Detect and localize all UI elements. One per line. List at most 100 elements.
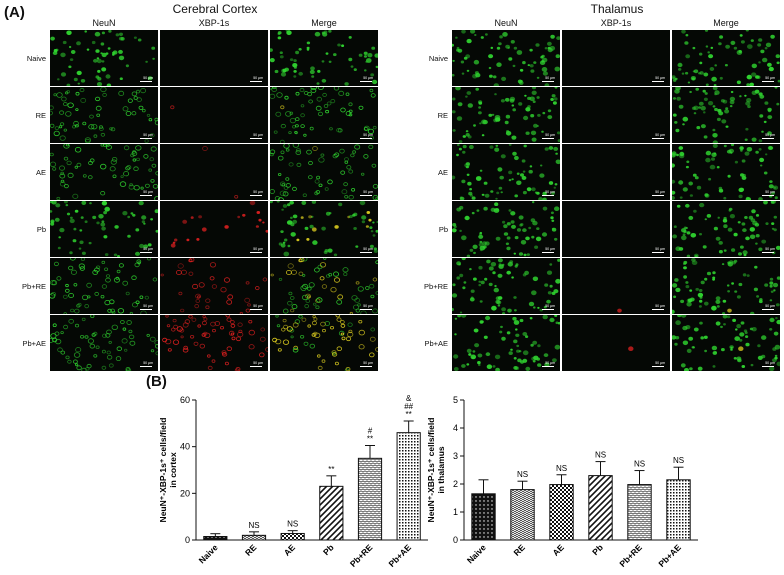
scale-bar-label: 50 μm [143, 190, 153, 194]
scale-bar-label: 50 μm [545, 247, 555, 251]
micrograph-thalamus-pb-neun: 50 μm [452, 201, 560, 257]
scale-bar-label: 50 μm [655, 133, 665, 137]
micrograph-cortex-naive-merge: 50 μm [270, 30, 378, 86]
x-tick-label: AE [550, 542, 566, 558]
x-tick-label: AE [282, 542, 298, 558]
row-label-pb: Pb [438, 225, 448, 234]
micrograph-cortex-re-neun: 50 μm [50, 87, 158, 143]
bar-re [510, 489, 535, 541]
scale-bar-label: 50 μm [765, 76, 775, 80]
scale-bar-label: 50 μm [363, 133, 373, 137]
scale-bar-label: 50 μm [765, 304, 775, 308]
column-header-neun: NeuN [494, 18, 518, 28]
scale-bar-label: 50 μm [253, 361, 263, 365]
micrograph-thalamus-naive-merge: 50 μm [672, 30, 780, 86]
row-label-pb: Pb [36, 225, 46, 234]
scale-bar-label: 50 μm [765, 361, 775, 365]
scale-bar-label: 50 μm [253, 190, 263, 194]
significance-label: ## [404, 402, 413, 411]
scale-bar-label: 50 μm [655, 190, 665, 194]
scale-bar-label: 50 μm [545, 304, 555, 308]
y-tick-label: 60 [180, 395, 190, 405]
region-title-thalamus: Thalamus [590, 2, 644, 16]
row-label-pb-ae: Pb+AE [424, 339, 448, 348]
scale-bar [250, 195, 262, 196]
micrograph-thalamus-pb-xbp-1s: 50 μm [562, 201, 670, 257]
scale-bar-label: 50 μm [253, 133, 263, 137]
micrograph-thalamus-naive-neun: 50 μm [452, 30, 560, 86]
micrograph-thalamus-ae-xbp-1s: 50 μm [562, 144, 670, 200]
scale-bar [250, 309, 262, 310]
column-header-merge: Merge [311, 18, 337, 28]
micrograph-cortex-re-xbp-1s: 50 μm [160, 87, 268, 143]
scale-bar-label: 50 μm [765, 247, 775, 251]
x-tick-label: Pb+AE [656, 542, 683, 569]
y-tick-label: 4 [453, 423, 458, 433]
significance-label: NS [287, 520, 298, 529]
x-tick-label: Pb [321, 542, 336, 557]
scale-bar [140, 138, 152, 139]
micrograph-thalamus-ae-merge: 50 μm [672, 144, 780, 200]
y-tick-label: 2 [453, 479, 458, 489]
micrograph-thalamus-pb-ae-xbp-1s: 50 μm [562, 315, 670, 371]
bar-chart-cortex: 0 20 40 60 NeuN⁺-XBP-1s⁺ cells/field in corte… [158, 394, 428, 569]
micrograph-cortex-pb-re-xbp-1s: 50 μm [160, 258, 268, 314]
micrograph-cortex-ae-xbp-1s: 50 μm [160, 144, 268, 200]
micrograph-cortex-ae-merge: 50 μm [270, 144, 378, 200]
row-label-naive: Naive [26, 54, 46, 63]
y-axis-label: NeuN⁺-XBP-1s⁺ cells/field [158, 418, 168, 523]
micrograph-cortex-pb-re-neun: 50 μm [50, 258, 158, 314]
micrograph-cortex-pb-ae-merge: 50 μm [270, 315, 378, 371]
y-tick-label: 5 [453, 395, 458, 405]
x-tick-label: Naive [197, 542, 220, 565]
x-tick-label: Pb+RE [617, 542, 644, 569]
bar-naive [471, 493, 496, 541]
micrograph-cortex-naive-xbp-1s: 50 μm [160, 30, 268, 86]
scale-bar [140, 252, 152, 253]
scale-bar [652, 252, 664, 253]
row-label-ae: AE [437, 168, 448, 177]
bar-pb-ae [666, 479, 691, 541]
scale-bar [762, 252, 774, 253]
scale-bar [140, 366, 152, 367]
column-header-merge: Merge [713, 18, 739, 28]
x-tick-label: Pb+AE [386, 542, 413, 569]
row-label-pb-ae: Pb+AE [22, 339, 46, 348]
column-header-neun: NeuN [92, 18, 116, 28]
scale-bar-label: 50 μm [655, 76, 665, 80]
micrograph-thalamus-re-xbp-1s: 50 μm [562, 87, 670, 143]
scale-bar-label: 50 μm [253, 247, 263, 251]
scale-bar-label: 50 μm [143, 133, 153, 137]
scale-bar-label: 50 μm [363, 247, 373, 251]
scale-bar-label: 50 μm [545, 76, 555, 80]
scale-bar [762, 366, 774, 367]
row-label-ae: AE [35, 168, 46, 177]
scale-bar-label: 50 μm [253, 304, 263, 308]
micrograph-thalamus-re-merge: 50 μm [672, 87, 780, 143]
significance-label: # [368, 427, 373, 436]
x-tick-label: RE [243, 542, 259, 558]
column-header-xbp-1s: XBP-1s [198, 18, 230, 28]
micrograph-thalamus-pb-merge: 50 μm [672, 201, 780, 257]
row-label-re: RE [35, 111, 46, 120]
scale-bar-label: 50 μm [143, 361, 153, 365]
scale-bar-label: 50 μm [545, 133, 555, 137]
scale-bar-label: 50 μm [363, 190, 373, 194]
scale-bar [140, 81, 152, 82]
bar-pb-re [357, 457, 383, 541]
scale-bar [542, 252, 554, 253]
scale-bar-label: 50 μm [143, 247, 153, 251]
x-tick-label: Pb [590, 542, 605, 557]
micrograph-cortex-pb-ae-xbp-1s: 50 μm [160, 315, 268, 371]
scale-bar [140, 195, 152, 196]
y-axis-label: in cortex [168, 452, 178, 488]
scale-bar-label: 50 μm [363, 361, 373, 365]
micrograph-cortex-pb-merge: 50 μm [270, 201, 378, 257]
y-axis-label: NeuN⁺-XBP-1s⁺ cells/field [426, 418, 436, 523]
scale-bar [542, 81, 554, 82]
y-tick-label: 40 [180, 442, 190, 452]
y-tick-label: 20 [180, 488, 190, 498]
micrograph-cortex-re-merge: 50 μm [270, 87, 378, 143]
scale-bar-label: 50 μm [545, 361, 555, 365]
panel-b-label: (B) [146, 373, 167, 390]
